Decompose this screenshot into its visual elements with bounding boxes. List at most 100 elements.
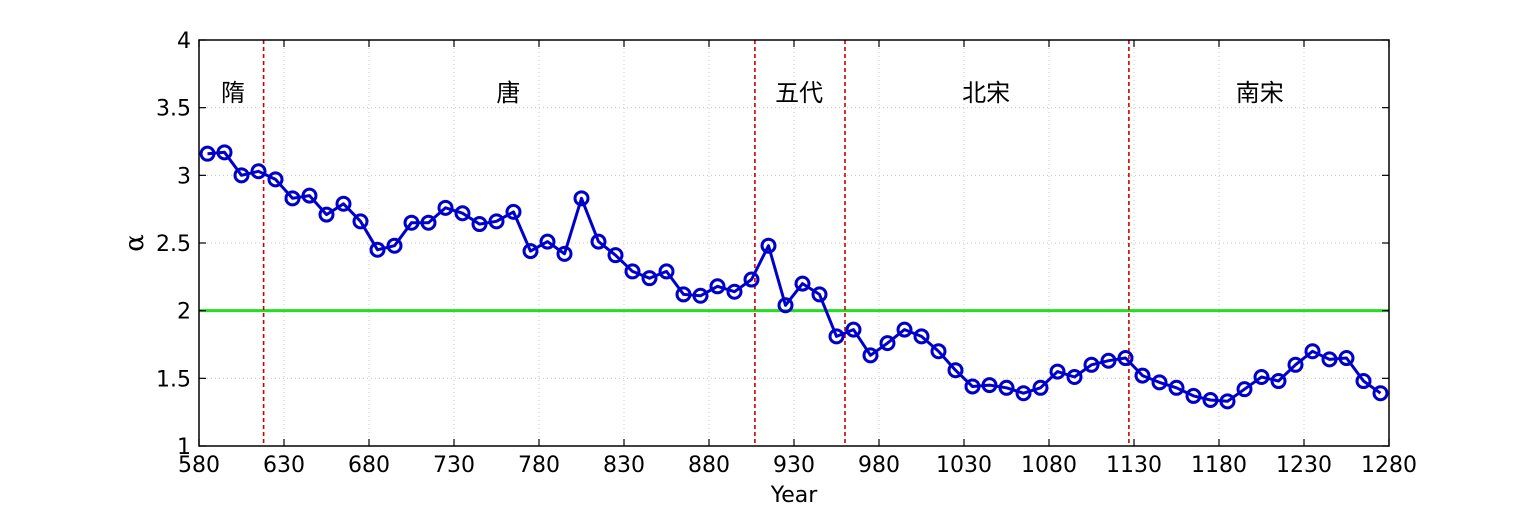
dynasty-label: 南宋 bbox=[1236, 79, 1284, 107]
y-tick-label: 3 bbox=[177, 164, 191, 189]
data-point bbox=[1066, 368, 1083, 385]
data-point bbox=[879, 335, 896, 352]
dynasty-label: 唐 bbox=[496, 79, 520, 107]
x-tick-label: 830 bbox=[603, 453, 645, 478]
x-tick-label: 680 bbox=[348, 453, 390, 478]
data-point bbox=[1236, 381, 1253, 398]
data-point bbox=[420, 214, 437, 231]
y-tick-label: 4 bbox=[177, 29, 191, 54]
data-point bbox=[556, 245, 573, 262]
data-point bbox=[1355, 373, 1372, 390]
x-tick-label: 880 bbox=[688, 453, 730, 478]
data-point bbox=[1287, 356, 1304, 373]
data-point bbox=[709, 278, 726, 295]
data-point bbox=[777, 297, 794, 314]
data-point bbox=[1321, 351, 1338, 368]
y-tick-label: 1 bbox=[177, 435, 191, 460]
data-point bbox=[998, 379, 1015, 396]
data-point bbox=[522, 243, 539, 260]
data-point bbox=[726, 283, 743, 300]
data-point bbox=[1202, 391, 1219, 408]
data-point bbox=[284, 190, 301, 207]
data-point bbox=[845, 321, 862, 338]
data-point bbox=[760, 237, 777, 254]
y-tick-label: 3.5 bbox=[156, 97, 191, 122]
data-point bbox=[318, 206, 335, 223]
data-point bbox=[369, 241, 386, 258]
x-tick-label: 1180 bbox=[1191, 453, 1247, 478]
data-point bbox=[1304, 343, 1321, 360]
data-point bbox=[216, 144, 233, 161]
data-point bbox=[1338, 350, 1355, 367]
data-point bbox=[675, 286, 692, 303]
data-point bbox=[828, 328, 845, 345]
data-point bbox=[658, 263, 675, 280]
x-tick-label: 1030 bbox=[936, 453, 992, 478]
x-tick-label: 1230 bbox=[1276, 453, 1332, 478]
y-tick-label: 2 bbox=[177, 300, 191, 325]
data-point bbox=[267, 171, 284, 188]
x-tick-label: 1280 bbox=[1361, 453, 1417, 478]
data-point bbox=[692, 287, 709, 304]
series-line bbox=[207, 150, 1382, 403]
data-point bbox=[1168, 379, 1185, 396]
data-point bbox=[1015, 385, 1032, 402]
data-point bbox=[1253, 368, 1270, 385]
data-point bbox=[250, 163, 267, 180]
x-tick-label: 780 bbox=[518, 453, 560, 478]
data-point bbox=[1134, 367, 1151, 384]
data-point bbox=[1219, 393, 1236, 410]
data-point bbox=[1270, 373, 1287, 390]
x-tick-label: 730 bbox=[433, 453, 475, 478]
data-point bbox=[335, 195, 352, 212]
data-point bbox=[301, 187, 318, 204]
x-axis-ticks: 580 630 680 730 780 830 880 930 980 1030 1080 1130 1… bbox=[178, 40, 1417, 478]
data-point bbox=[488, 213, 505, 230]
x-tick-label: 630 bbox=[263, 453, 305, 478]
data-point bbox=[1100, 352, 1117, 369]
data-point bbox=[1032, 379, 1049, 396]
x-tick-label: 980 bbox=[858, 453, 900, 478]
dynasty-labels: 隋 唐 五代 北宋 南宋 bbox=[221, 79, 1284, 107]
y-axis-title: α bbox=[120, 234, 150, 252]
x-tick-label: 1130 bbox=[1106, 453, 1162, 478]
y-axis-ticks: 1 1.5 2 2.5 3 3.5 4 bbox=[156, 29, 1389, 460]
data-point bbox=[471, 216, 488, 233]
data-point bbox=[862, 347, 879, 364]
data-point bbox=[811, 286, 828, 303]
x-tick-label: 930 bbox=[773, 453, 815, 478]
data-point bbox=[1372, 385, 1389, 402]
data-point bbox=[437, 199, 454, 216]
data-point bbox=[199, 145, 216, 162]
data-point bbox=[386, 237, 403, 254]
data-point bbox=[743, 271, 760, 288]
dynasty-label: 隋 bbox=[221, 79, 245, 107]
data-point bbox=[624, 263, 641, 280]
x-axis-title: Year bbox=[770, 483, 819, 508]
data-point bbox=[403, 214, 420, 231]
series-alpha bbox=[199, 144, 1389, 410]
data-point bbox=[539, 233, 556, 250]
x-tick-label: 1080 bbox=[1021, 453, 1077, 478]
y-tick-label: 2.5 bbox=[156, 232, 191, 257]
data-point bbox=[930, 343, 947, 360]
data-point bbox=[641, 270, 658, 287]
data-point bbox=[947, 362, 964, 379]
dynasty-label: 五代 bbox=[775, 79, 823, 107]
x-tick-label: 580 bbox=[178, 453, 220, 478]
dynasty-boundaries bbox=[262, 40, 1130, 446]
data-point bbox=[913, 328, 930, 345]
data-point bbox=[794, 275, 811, 292]
data-point bbox=[1185, 387, 1202, 404]
data-point bbox=[1049, 363, 1066, 380]
data-point bbox=[233, 167, 250, 184]
data-point bbox=[352, 213, 369, 230]
data-point bbox=[1151, 374, 1168, 391]
data-point bbox=[896, 321, 913, 338]
data-point bbox=[590, 233, 607, 250]
data-point bbox=[607, 247, 624, 264]
data-point bbox=[981, 377, 998, 394]
data-point bbox=[573, 190, 590, 207]
data-point bbox=[505, 203, 522, 220]
